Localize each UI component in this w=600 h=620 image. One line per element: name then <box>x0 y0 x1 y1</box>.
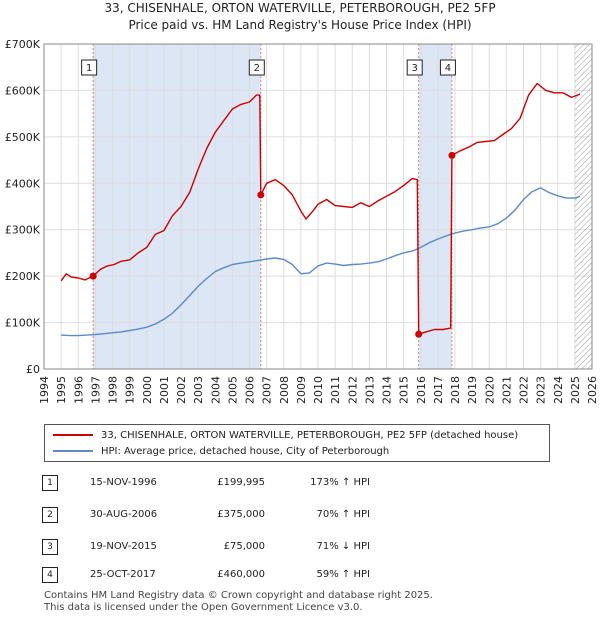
chart-subtitle: Price paid vs. HM Land Registry's House … <box>128 18 472 32</box>
transaction-number-badge: 3 <box>42 539 58 555</box>
transaction-price: £460,000 <box>217 569 265 580</box>
table-row: 2 30-AUG-2006 £375,000 70% ↑ HPI <box>0 506 600 524</box>
transaction-number-badge: 1 <box>42 475 58 491</box>
y-tick-label: £0 <box>26 363 40 376</box>
x-tick-label: 2009 <box>295 376 308 404</box>
transaction-date: 15-NOV-1996 <box>90 477 157 488</box>
x-tick-label: 2010 <box>312 376 325 404</box>
x-tick-label: 2024 <box>552 376 565 404</box>
x-tick-label: 2000 <box>141 376 154 404</box>
transaction-price: £199,995 <box>217 477 265 488</box>
table-row: 3 19-NOV-2015 £75,000 71% ↓ HPI <box>0 538 600 556</box>
x-tick-label: 2018 <box>449 376 462 404</box>
transaction-hpi-change: 70% ↑ HPI <box>316 509 370 520</box>
table-row: 1 15-NOV-1996 £199,995 173% ↑ HPI <box>0 474 600 492</box>
y-tick-label: £600K <box>5 84 41 97</box>
table-row: 4 25-OCT-2017 £460,000 59% ↑ HPI <box>0 566 600 584</box>
x-tick-label: 2025 <box>569 376 582 404</box>
y-tick-label: £400K <box>5 177 41 190</box>
x-tick-label: 2012 <box>346 376 359 404</box>
x-tick-label: 2006 <box>244 376 257 404</box>
legend-swatch-property <box>53 434 93 436</box>
sale-point <box>448 151 456 159</box>
y-tick-label: £200K <box>5 270 41 283</box>
x-tick-label: 2016 <box>415 376 428 404</box>
price-chart: 1 2 3 4 £0 £100K £200K £300K £400K £500K £600K £70… <box>5 38 599 404</box>
sale-point <box>257 191 265 199</box>
x-tick-label: 2015 <box>398 376 411 404</box>
transaction-date: 25-OCT-2017 <box>90 569 156 580</box>
marker-label: 4 <box>445 63 451 74</box>
x-tick-label: 2023 <box>535 376 548 404</box>
y-tick-label: £500K <box>5 131 41 144</box>
transaction-price: £375,000 <box>217 509 265 520</box>
transaction-date: 30-AUG-2006 <box>90 509 158 520</box>
legend: 33, CHISENHALE, ORTON WATERVILLE, PETERB… <box>44 424 550 462</box>
x-tick-label: 2017 <box>432 376 445 404</box>
ownership-shade <box>93 44 261 369</box>
marker-label: 1 <box>86 63 92 74</box>
sale-point <box>89 272 97 280</box>
footer-copyright: Contains HM Land Registry data © Crown c… <box>44 590 433 601</box>
plot-frame <box>43 43 593 370</box>
marker-label: 3 <box>412 63 418 74</box>
x-tick-label: 1996 <box>72 376 85 404</box>
x-tick-label: 2004 <box>209 376 222 404</box>
hpi-line <box>61 187 581 337</box>
forecast-hatch <box>574 44 592 369</box>
x-tick-label: 1999 <box>124 376 137 404</box>
x-tick-label: 2011 <box>329 376 342 404</box>
marker-box <box>406 59 423 76</box>
x-tick-label: 2021 <box>500 376 513 404</box>
marker-label: 2 <box>254 63 260 74</box>
transaction-hpi-change: 173% ↑ HPI <box>310 477 370 488</box>
transaction-price: £75,000 <box>223 541 265 552</box>
transaction-number-badge: 4 <box>42 567 58 583</box>
transaction-number-badge: 2 <box>42 507 58 523</box>
legend-label-hpi: HPI: Average price, detached house, City… <box>101 445 390 457</box>
x-tick-label: 2020 <box>483 376 496 404</box>
marker-box <box>81 59 98 76</box>
transaction-hpi-change: 71% ↓ HPI <box>316 541 370 552</box>
footer-license: This data is licensed under the Open Gov… <box>44 602 363 613</box>
transaction-date: 19-NOV-2015 <box>90 541 157 552</box>
x-tick-label: 2019 <box>466 376 479 404</box>
property-price-line <box>60 82 581 335</box>
transaction-hpi-change: 59% ↑ HPI <box>316 569 370 580</box>
x-tick-label: 1998 <box>107 376 120 404</box>
y-tick-label: £100K <box>5 317 41 330</box>
marker-box <box>248 59 265 76</box>
x-tick-label: 2003 <box>192 376 205 404</box>
x-tick-label: 2013 <box>363 376 376 404</box>
x-tick-label: 2002 <box>175 376 188 404</box>
legend-label-property: 33, CHISENHALE, ORTON WATERVILLE, PETERB… <box>101 429 519 441</box>
marker-box <box>439 59 456 76</box>
y-tick-label: £300K <box>5 224 41 237</box>
x-tick-label: 1997 <box>89 376 102 404</box>
x-tick-label: 2008 <box>278 376 291 404</box>
chart-title: 33, CHISENHALE, ORTON WATERVILLE, PETERB… <box>104 1 496 15</box>
x-tick-label: 2026 <box>586 376 599 404</box>
ownership-shade <box>418 44 452 369</box>
x-tick-label: 2001 <box>158 376 171 404</box>
y-tick-label: £700K <box>5 38 41 51</box>
legend-item-property: 33, CHISENHALE, ORTON WATERVILLE, PETERB… <box>53 428 518 442</box>
legend-swatch-hpi <box>53 450 93 452</box>
x-tick-label: 2014 <box>381 376 394 404</box>
legend-item-hpi: HPI: Average price, detached house, City… <box>53 444 389 458</box>
x-tick-label: 1995 <box>55 376 68 404</box>
sale-point <box>415 330 423 338</box>
x-tick-label: 2022 <box>518 376 531 404</box>
x-tick-label: 2007 <box>261 376 274 404</box>
x-tick-label: 2005 <box>226 376 239 404</box>
x-tick-label: 1994 <box>38 376 51 404</box>
